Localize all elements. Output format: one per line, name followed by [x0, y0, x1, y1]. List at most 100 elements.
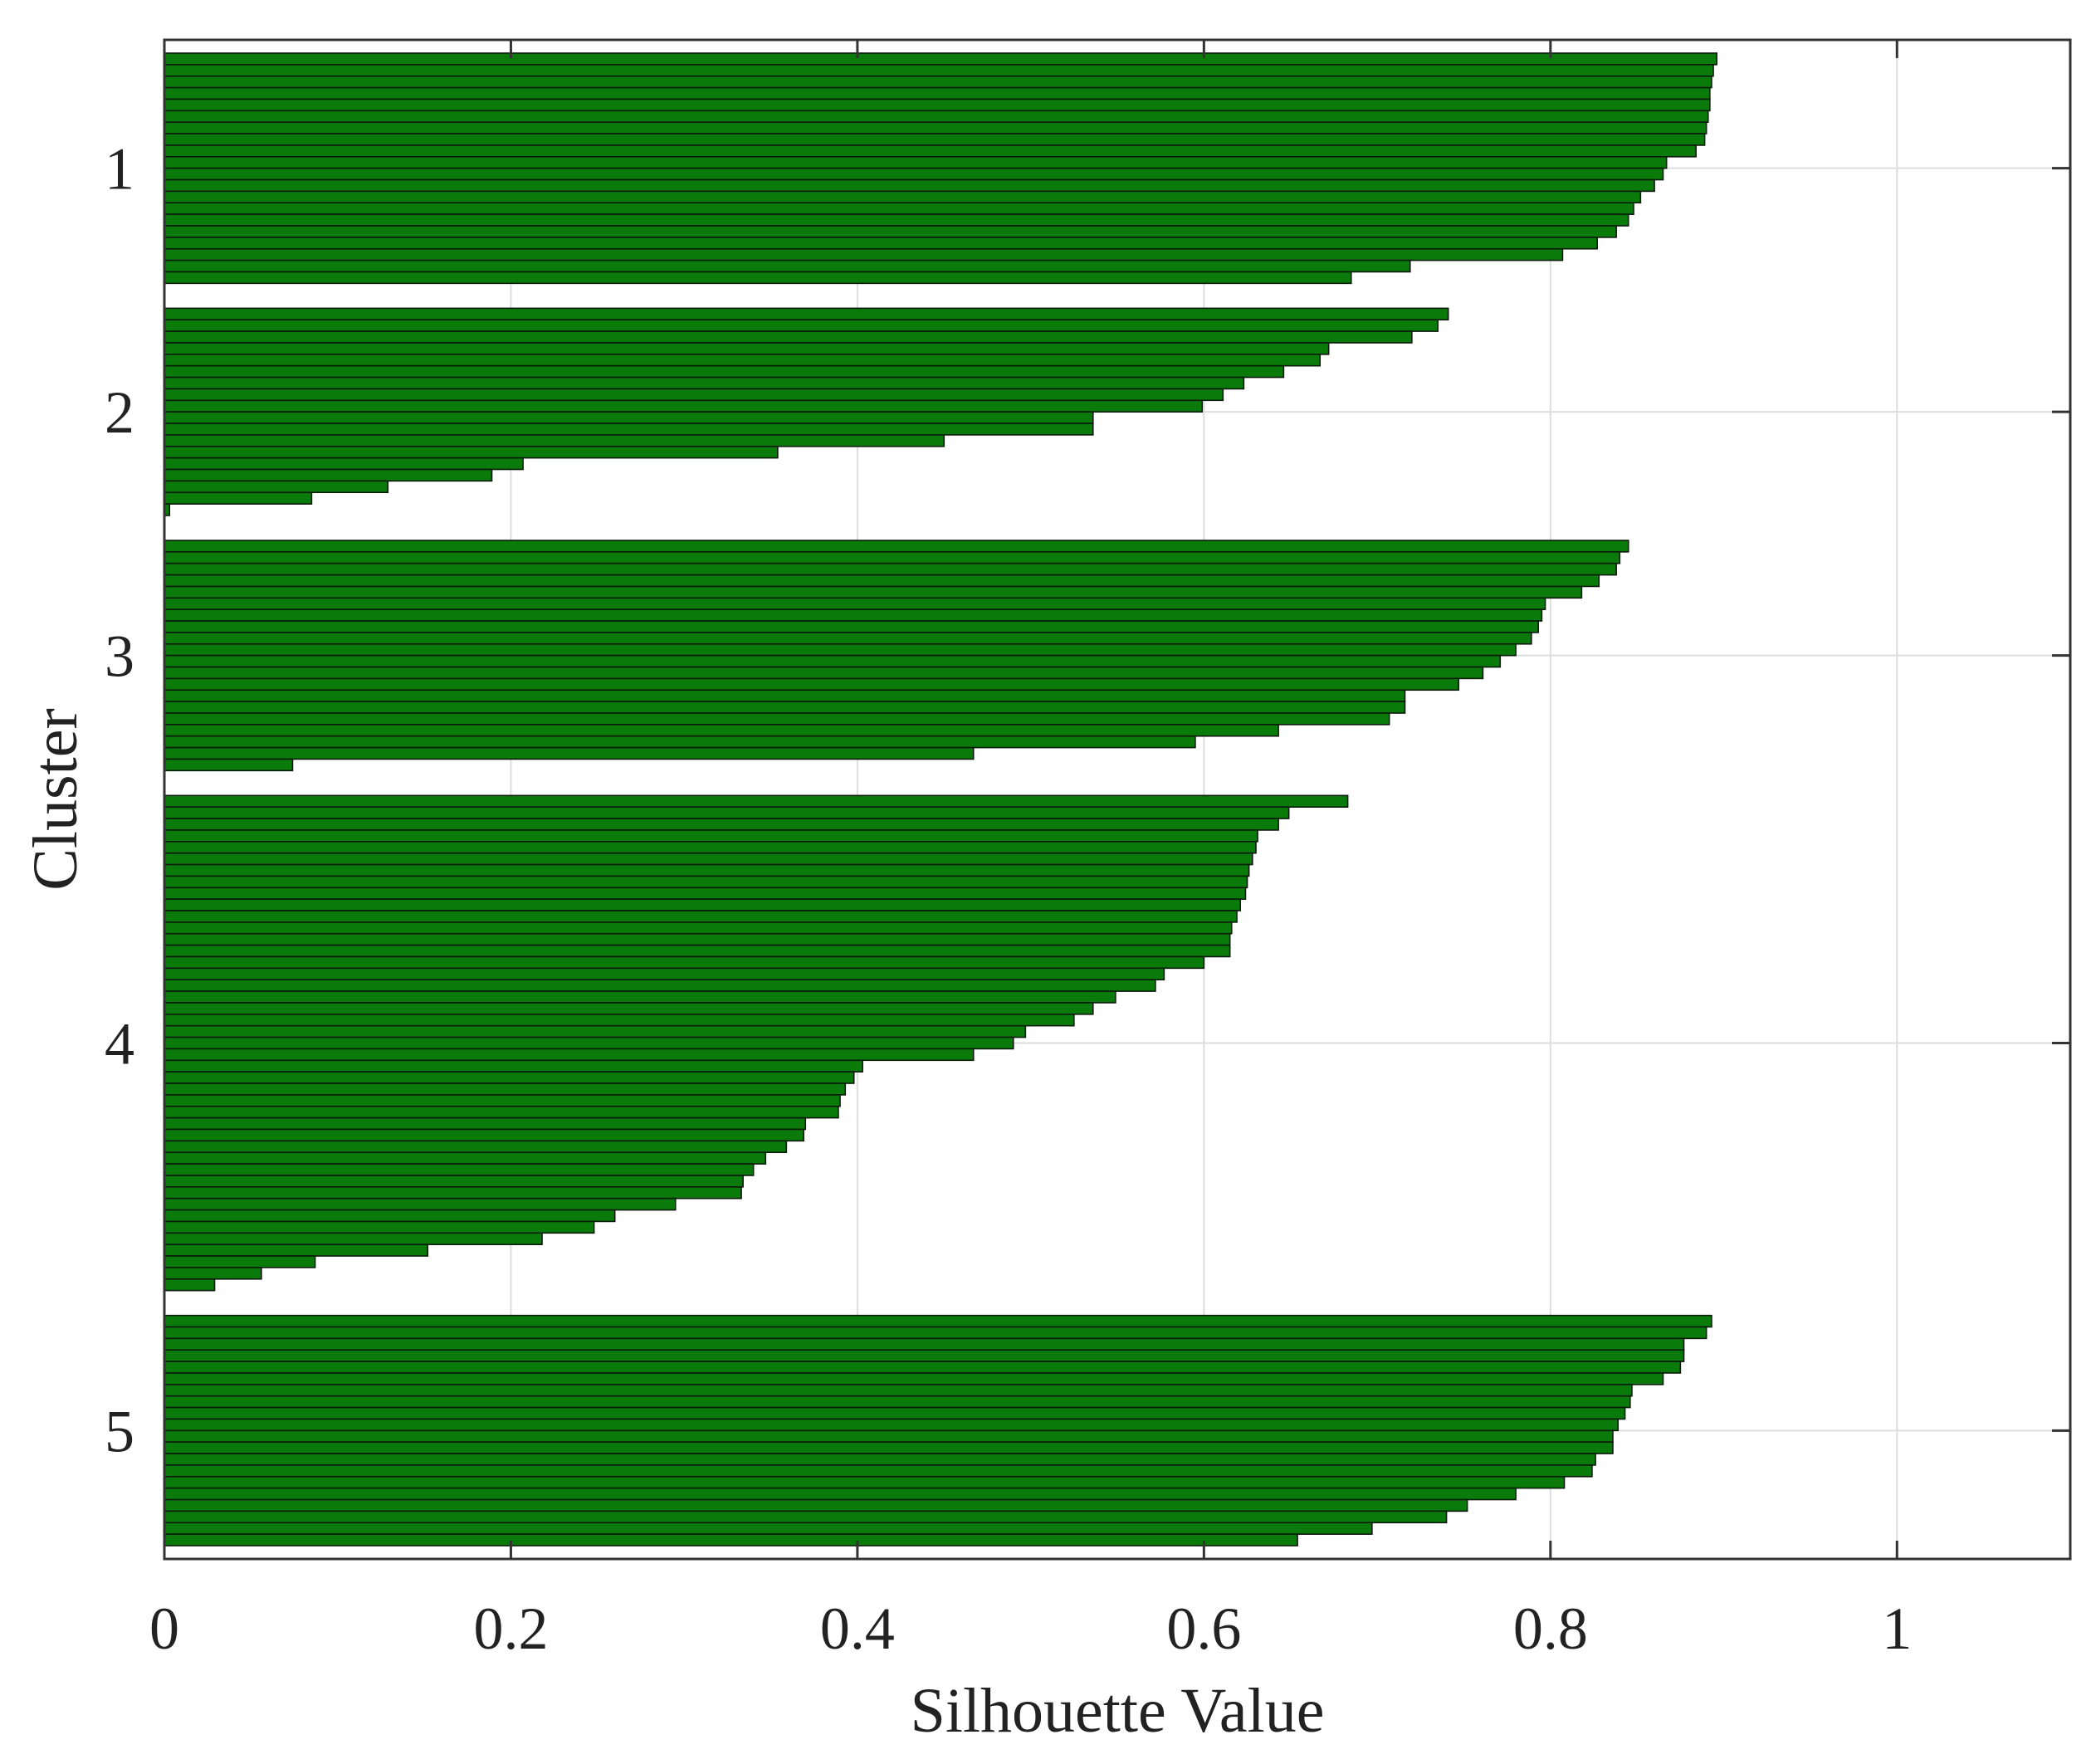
silhouette-bar [164, 1349, 1685, 1362]
silhouette-bar [164, 562, 1617, 576]
silhouette-bar [164, 110, 1709, 124]
silhouette-bar [164, 423, 1094, 436]
silhouette-bar [164, 1453, 1596, 1466]
silhouette-bar [164, 1105, 839, 1119]
silhouette-bar [164, 1014, 1075, 1027]
silhouette-bar [164, 1197, 677, 1211]
silhouette-bar [164, 1094, 841, 1107]
silhouette-bar [164, 307, 1449, 321]
silhouette-bar [164, 1326, 1707, 1340]
silhouette-bar [164, 643, 1517, 657]
silhouette-bar [164, 98, 1711, 112]
silhouette-bar [164, 247, 1564, 261]
silhouette-bar [164, 1429, 1614, 1443]
silhouette-bar [164, 86, 1711, 100]
silhouette-bar [164, 551, 1621, 564]
silhouette-bar [164, 863, 1250, 877]
silhouette-bar [164, 608, 1543, 622]
silhouette-bar [164, 1475, 1566, 1489]
silhouette-bar [164, 1128, 805, 1142]
y-tick-label: 5 [105, 1398, 134, 1464]
silhouette-bar [164, 654, 1502, 668]
silhouette-bar [164, 354, 1322, 367]
silhouette-bar [164, 411, 1094, 424]
silhouette-bar [164, 701, 1406, 714]
silhouette-bar [164, 841, 1257, 854]
silhouette-bar [164, 1498, 1468, 1512]
silhouette-bar [164, 1071, 855, 1084]
silhouette-bar [164, 829, 1258, 843]
silhouette-bar [164, 364, 1285, 379]
silhouette-bar [164, 202, 1634, 215]
silhouette-bar [164, 806, 1290, 819]
silhouette-bar [164, 735, 1196, 749]
silhouette-bar [164, 1487, 1517, 1501]
silhouette-bar [164, 1186, 742, 1200]
y-axis-label: Cluster [21, 708, 90, 891]
silhouette-bar [164, 1441, 1614, 1454]
silhouette-bar [164, 434, 945, 447]
x-tick-label: 1 [1882, 1595, 1912, 1662]
silhouette-bar [164, 1533, 1298, 1547]
silhouette-bar [164, 1036, 1014, 1050]
silhouette-bar [164, 1163, 755, 1176]
silhouette-bar [164, 1024, 1027, 1038]
silhouette-bar [164, 144, 1697, 158]
silhouette-bar [164, 875, 1248, 889]
silhouette-bar [164, 1464, 1593, 1478]
y-tick-label: 2 [105, 379, 134, 446]
silhouette-bar [164, 944, 1231, 958]
silhouette-bar [164, 818, 1279, 831]
silhouette-bar [164, 1418, 1620, 1432]
silhouette-bar [164, 540, 1629, 553]
silhouette-bar [164, 1232, 543, 1245]
silhouette-bar [164, 898, 1241, 911]
silhouette-bar [164, 1002, 1094, 1015]
silhouette-bar [164, 271, 1352, 285]
x-tick-label: 0.6 [1166, 1595, 1241, 1662]
silhouette-bar [164, 632, 1532, 645]
silhouette-bar [164, 1082, 847, 1096]
x-tick-label: 0.4 [820, 1595, 895, 1662]
silhouette-bar [164, 910, 1238, 923]
silhouette-bar [164, 794, 1349, 808]
plot-area-frame [163, 38, 2072, 1561]
x-tick-label: 0.2 [473, 1595, 548, 1662]
silhouette-bar [164, 1406, 1626, 1420]
silhouette-bar [164, 955, 1205, 970]
silhouette-bar [164, 677, 1459, 691]
silhouette-bar [164, 852, 1253, 866]
silhouette-bar [164, 259, 1411, 273]
silhouette-bar [164, 1278, 216, 1292]
silhouette-bar [164, 1267, 262, 1280]
silhouette-bar [164, 1255, 316, 1268]
silhouette-bar [164, 620, 1540, 633]
silhouette-bar [164, 468, 493, 482]
silhouette-bar [164, 1220, 595, 1234]
silhouette-bar [164, 990, 1116, 1004]
y-tick-label: 3 [105, 623, 134, 690]
silhouette-bar [164, 1510, 1448, 1524]
silhouette-bar [164, 1372, 1664, 1385]
silhouette-bar [164, 457, 524, 471]
silhouette-bar [164, 574, 1600, 588]
silhouette-bar [164, 376, 1245, 390]
silhouette-bar [164, 1059, 863, 1073]
ticks-layer: 0 0.2 0.4 0.6 0.8 1 1 2 3 4 5 [105, 40, 2070, 1662]
silhouette-bar [164, 388, 1224, 402]
silhouette-bar [164, 121, 1707, 134]
silhouette-bar [164, 1522, 1373, 1535]
silhouette-bar [164, 133, 1706, 146]
silhouette-bar [164, 1140, 788, 1154]
silhouette-bar [164, 225, 1617, 238]
x-tick-label: 0.8 [1513, 1595, 1588, 1662]
silhouette-bar [164, 979, 1156, 992]
silhouette-bar [164, 178, 1655, 193]
silhouette-bar [164, 967, 1165, 981]
silhouette-bar [164, 921, 1233, 935]
silhouette-bar [164, 1117, 807, 1131]
silhouette-bar [164, 1361, 1682, 1374]
silhouette-bar [164, 75, 1712, 89]
